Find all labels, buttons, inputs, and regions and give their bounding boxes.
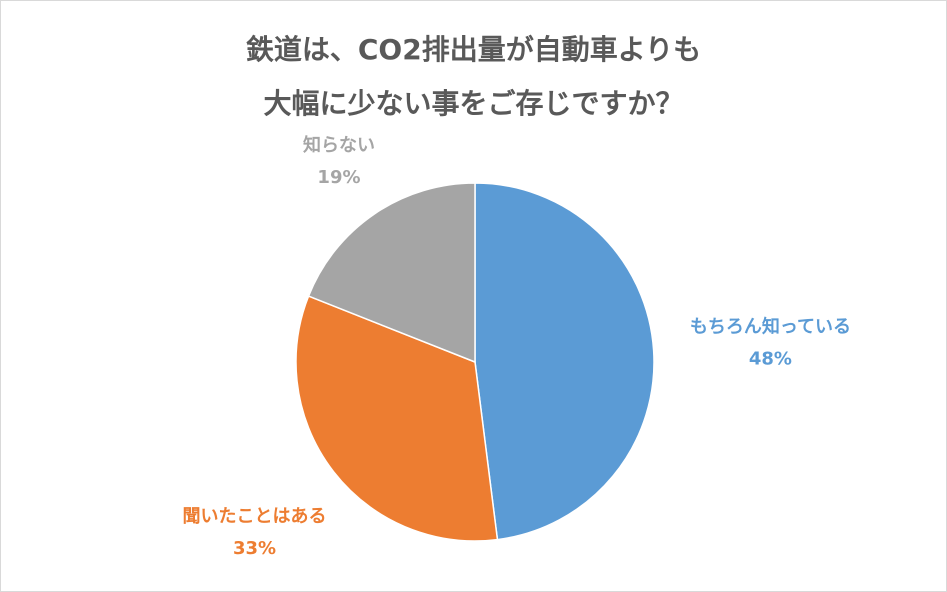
pie-slice <box>295 295 499 542</box>
chart-title: 鉄道は、CO2排出量が自動車よりも 大幅に少ない事をご存じですか？ <box>245 33 702 120</box>
slice-value-label: 33% <box>233 538 276 559</box>
slice-value-label: 19% <box>317 167 360 188</box>
pie-slice <box>307 182 476 364</box>
slice-label: もちろん知っている <box>690 315 851 337</box>
slice-label: 知らない <box>303 134 375 156</box>
pie-slice <box>474 182 655 541</box>
slice-value-label: 48% <box>749 348 792 369</box>
slice-label: 聞いたことはある <box>183 506 327 527</box>
